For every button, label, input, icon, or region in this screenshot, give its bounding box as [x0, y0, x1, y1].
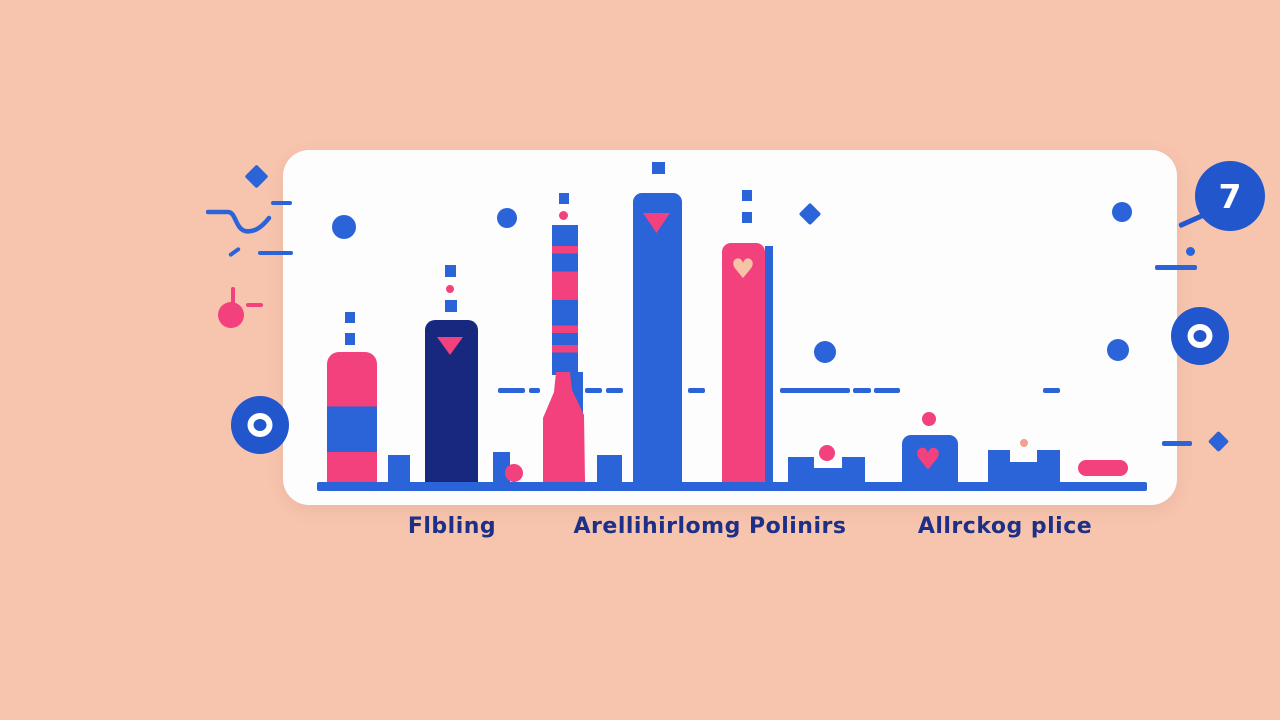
ref-dash-7: [853, 388, 871, 393]
ref-dash-6: [780, 388, 850, 393]
castle1-left: [788, 457, 814, 482]
dot-blue-1: [332, 215, 356, 239]
pink-bottle: [543, 372, 585, 482]
square-above-pink-a: [742, 190, 752, 201]
bar-tall-blue: [633, 193, 682, 482]
tick-left: [228, 246, 241, 258]
castle2-salmon-dot: [1020, 439, 1028, 447]
ring-badge-right-ring: [1187, 324, 1213, 348]
castle2-right: [1037, 450, 1060, 482]
baseline-axis: [317, 482, 1147, 491]
bar-mini-3: [597, 455, 622, 482]
ref-dash-1: [498, 388, 525, 393]
heart-icon-on-medium-bar: ♥: [914, 442, 942, 478]
square-above-tall-blue: [652, 162, 665, 174]
castle2-left: [988, 450, 1010, 482]
lollipop-stem: [231, 287, 235, 307]
square-above-navy-b: [445, 300, 457, 312]
squiggle-icon: [206, 209, 272, 234]
dash-left-1: [271, 201, 292, 205]
dot-blue-right: [1185, 246, 1195, 256]
dot-pink-above-navy: [446, 285, 454, 293]
bar-pink-pill: [1078, 460, 1128, 476]
diamond-icon-right: [1207, 430, 1229, 452]
ring-badge-left: [231, 396, 289, 454]
dash-right-2: [1162, 441, 1192, 446]
square-above-bar1-b: [345, 333, 355, 345]
category-label-3: Allrckog plice: [917, 514, 1093, 539]
castle1-mid: [813, 468, 843, 482]
lollipop-dash: [246, 303, 263, 307]
bar-striped-tall: [552, 225, 578, 375]
ref-dash-5: [688, 388, 705, 393]
lollipop-head: [218, 302, 244, 328]
teardrop-above-medium: [922, 412, 936, 426]
ref-dash-2: [529, 388, 540, 393]
dot-blue-2: [497, 208, 517, 228]
square-above-striped: [559, 193, 569, 204]
dot-blue-4: [1112, 202, 1132, 222]
dot-blue-5: [1107, 339, 1129, 361]
castle1-right: [842, 457, 865, 482]
dot-blue-3: [814, 341, 836, 363]
number-badge: 7: [1195, 161, 1265, 231]
ring-badge-right: [1171, 307, 1229, 365]
square-above-navy-a: [445, 265, 456, 277]
dot-above-striped: [558, 210, 568, 220]
category-label-1: Flbling: [407, 514, 497, 539]
castle2-mid: [1010, 462, 1037, 482]
bar-medium: [902, 435, 958, 482]
ref-dash-4: [606, 388, 623, 393]
dash-left-2: [258, 251, 293, 255]
pink-bar-blue-step-top: [765, 246, 773, 316]
diamond-icon-in-card: [798, 202, 822, 226]
ref-dash-3: [585, 388, 602, 393]
bar-striped-pink-blue: [327, 352, 377, 482]
category-label-2: Arellihirlomg Polinirs: [573, 514, 847, 539]
badge-seven-label: 7: [1218, 176, 1242, 216]
dash-right-1: [1155, 265, 1197, 270]
square-above-bar1-a: [345, 312, 355, 323]
ref-dash-8: [874, 388, 900, 393]
ring-badge-left-ring: [247, 413, 273, 437]
ref-dash-9: [1043, 388, 1060, 393]
bar-pink: [722, 243, 765, 482]
heart-icon-on-pink-bar: ♥: [730, 254, 756, 286]
bar-mini-1: [388, 455, 410, 482]
pink-blob: [505, 464, 523, 482]
square-above-pink-b: [742, 212, 752, 223]
diamond-icon-left: [243, 163, 269, 189]
castle1-pink-dot: [819, 445, 835, 461]
